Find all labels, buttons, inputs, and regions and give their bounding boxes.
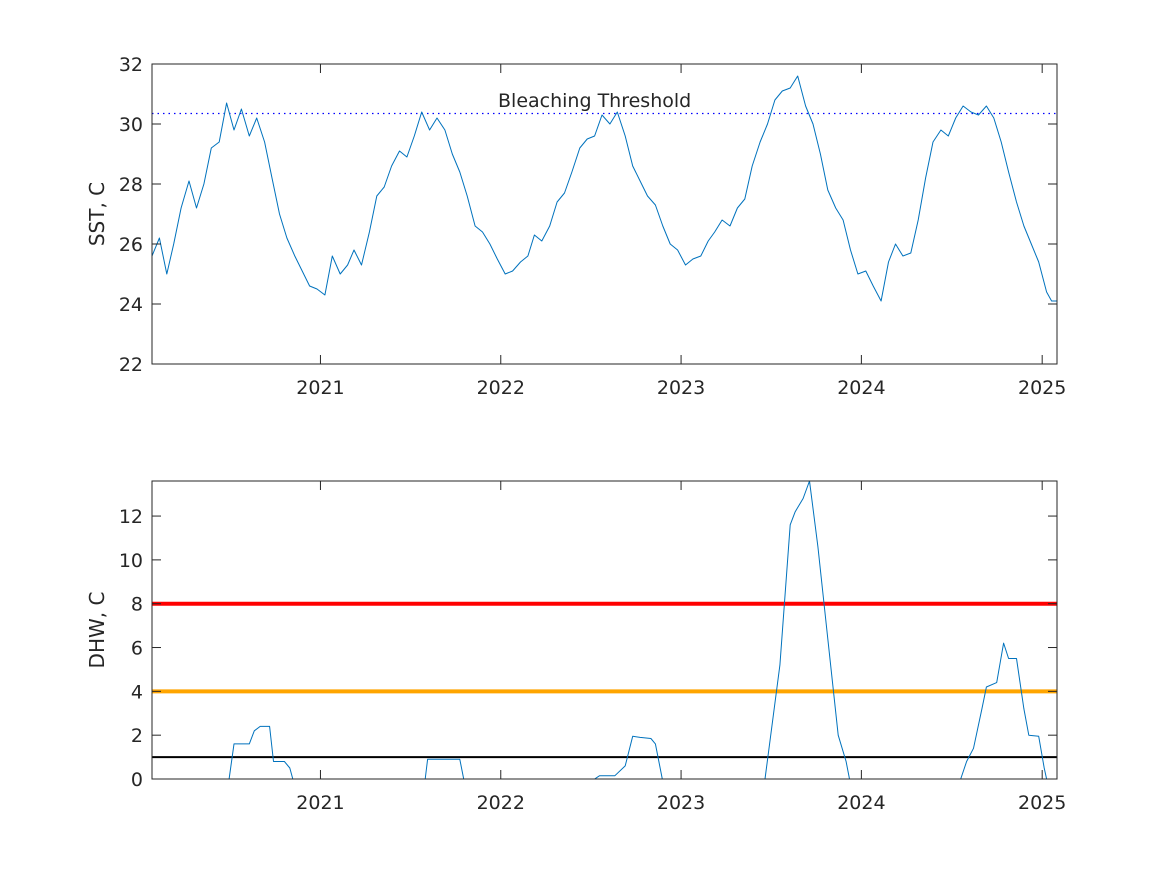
dhw-x-ticks: 2021 2022 2023 2024 2025	[296, 481, 1066, 814]
dhw-axes-box	[151, 480, 1058, 780]
dhw-y-axis-label: DHW, C	[85, 592, 109, 669]
sst-y-tick-label: 30	[119, 114, 143, 136]
sst-y-tick-label: 26	[119, 234, 143, 256]
sst-y-tick-label: 28	[119, 174, 143, 196]
sst-y-axis-label: SST, C	[85, 182, 109, 246]
sst-x-tick-label: 2022	[477, 377, 525, 399]
sst-x-ticks: 2021 2022 2023 2024 2025	[296, 64, 1066, 399]
sst-y-tick-label: 32	[119, 54, 143, 76]
dhw-y-tick-label: 6	[131, 638, 143, 660]
sst-series-line	[151, 75, 1057, 302]
sst-x-tick-label: 2021	[296, 377, 344, 399]
dhw-y-tick-label: 12	[119, 506, 143, 528]
sst-x-tick-label: 2025	[1018, 377, 1066, 399]
sst-y-tick-label: 24	[119, 294, 143, 316]
dhw-y-tick-label: 4	[131, 681, 143, 703]
dhw-x-tick-label: 2023	[657, 792, 705, 814]
dhw-y-ticks: 0 2 4 6 8 10 12	[119, 506, 1057, 791]
sst-x-tick-label: 2024	[837, 377, 885, 399]
dhw-x-tick-label: 2022	[477, 792, 525, 814]
sst-y-tick-label: 22	[119, 354, 143, 376]
dhw-y-tick-label: 10	[119, 550, 143, 572]
bleaching-threshold-label: Bleaching Threshold	[498, 90, 691, 112]
sst-axes: 2021 2022 2023 2024 2025 22 24 26 28 30 32 Bleach…	[85, 54, 1066, 399]
dhw-reference-lines	[152, 601, 1057, 759]
dhw-y-tick-label: 0	[131, 769, 143, 791]
sst-y-ticks: 22 24 26 28 30 32	[119, 54, 1057, 376]
dhw-axes: 2021 2022 2023 2024 2025 0 2 4 6 8 10 12 DHW, C	[85, 480, 1066, 814]
dhw-y-tick-label: 2	[131, 725, 143, 747]
dhw-x-tick-label: 2025	[1018, 792, 1066, 814]
dhw-x-tick-label: 2024	[837, 792, 885, 814]
sst-x-tick-label: 2023	[657, 377, 705, 399]
dhw-series-line	[152, 480, 1057, 780]
dhw-x-tick-label: 2021	[296, 792, 344, 814]
sst-axes-box	[151, 63, 1058, 365]
dhw-y-tick-label: 8	[131, 594, 143, 616]
